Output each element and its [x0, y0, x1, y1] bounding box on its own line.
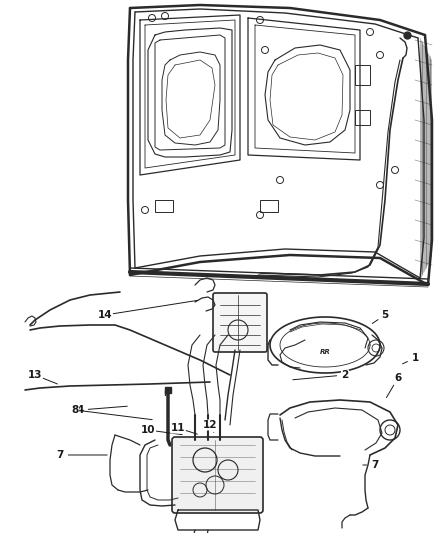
Text: 13: 13	[28, 370, 42, 380]
FancyBboxPatch shape	[172, 437, 263, 513]
Bar	[155, 200, 173, 212]
Bar	[355, 110, 370, 125]
Text: 1: 1	[411, 353, 419, 363]
Text: RR: RR	[320, 349, 330, 355]
Bar	[355, 65, 370, 85]
Text: 8: 8	[71, 405, 79, 415]
Bar	[260, 200, 278, 212]
Text: 2: 2	[341, 370, 349, 380]
Text: 7: 7	[57, 450, 64, 460]
Text: 4: 4	[76, 405, 84, 415]
Text: 6: 6	[394, 373, 402, 383]
Text: 11: 11	[171, 423, 185, 433]
Text: 7: 7	[371, 460, 379, 470]
Text: 12: 12	[203, 420, 217, 430]
Text: 5: 5	[381, 310, 389, 320]
FancyBboxPatch shape	[213, 293, 267, 352]
Text: 14: 14	[98, 310, 112, 320]
Text: 10: 10	[141, 425, 155, 435]
